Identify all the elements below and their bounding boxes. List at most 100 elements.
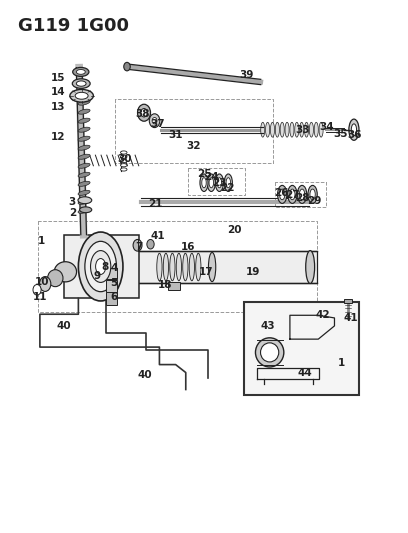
Ellipse shape xyxy=(48,270,63,287)
Ellipse shape xyxy=(306,251,315,284)
Text: 11: 11 xyxy=(33,292,47,302)
Text: 35: 35 xyxy=(334,129,348,139)
Ellipse shape xyxy=(209,177,213,188)
Ellipse shape xyxy=(95,259,106,274)
Ellipse shape xyxy=(78,154,90,159)
Circle shape xyxy=(149,114,160,127)
Text: 26: 26 xyxy=(275,188,289,198)
Ellipse shape xyxy=(54,262,77,282)
Ellipse shape xyxy=(261,122,265,137)
Text: 41: 41 xyxy=(150,231,165,241)
Ellipse shape xyxy=(189,253,195,281)
Text: 1: 1 xyxy=(337,358,345,368)
Text: 7: 7 xyxy=(135,242,143,252)
Ellipse shape xyxy=(271,122,275,137)
Text: 27: 27 xyxy=(285,190,299,200)
Bar xyxy=(106,268,117,279)
Ellipse shape xyxy=(78,118,90,123)
Ellipse shape xyxy=(78,127,90,132)
Ellipse shape xyxy=(78,208,90,213)
Ellipse shape xyxy=(275,122,279,137)
Ellipse shape xyxy=(75,92,88,99)
Text: 42: 42 xyxy=(315,310,330,320)
Text: 33: 33 xyxy=(295,125,309,135)
Ellipse shape xyxy=(261,343,279,362)
Ellipse shape xyxy=(351,124,357,135)
Ellipse shape xyxy=(196,253,201,281)
Text: 38: 38 xyxy=(135,109,150,119)
Ellipse shape xyxy=(202,177,206,188)
Text: 14: 14 xyxy=(51,86,65,96)
Ellipse shape xyxy=(76,81,86,86)
Text: 37: 37 xyxy=(150,119,165,130)
Ellipse shape xyxy=(85,241,116,292)
Text: 20: 20 xyxy=(227,225,242,236)
Ellipse shape xyxy=(226,177,231,188)
Bar xyxy=(106,280,117,292)
Ellipse shape xyxy=(224,174,233,191)
Text: 2: 2 xyxy=(69,208,76,219)
Ellipse shape xyxy=(279,189,285,200)
Text: 31: 31 xyxy=(169,130,183,140)
Text: 36: 36 xyxy=(348,130,362,140)
Ellipse shape xyxy=(91,251,111,282)
Ellipse shape xyxy=(215,174,224,191)
Text: 29: 29 xyxy=(307,196,322,206)
Ellipse shape xyxy=(78,172,90,177)
Ellipse shape xyxy=(208,253,216,281)
Ellipse shape xyxy=(163,253,169,281)
Ellipse shape xyxy=(314,122,318,137)
Ellipse shape xyxy=(297,185,307,204)
Text: 5: 5 xyxy=(111,278,118,288)
Ellipse shape xyxy=(285,122,289,137)
Ellipse shape xyxy=(319,122,323,137)
Text: 32: 32 xyxy=(186,141,201,151)
Ellipse shape xyxy=(304,122,308,137)
Text: 15: 15 xyxy=(51,73,65,83)
Circle shape xyxy=(133,239,142,251)
Text: 17: 17 xyxy=(199,267,213,277)
Text: 3: 3 xyxy=(69,197,76,207)
Ellipse shape xyxy=(207,174,215,191)
Text: 4: 4 xyxy=(110,263,118,273)
Ellipse shape xyxy=(266,122,270,137)
Text: 24: 24 xyxy=(204,172,219,182)
Bar xyxy=(64,235,139,298)
Ellipse shape xyxy=(120,151,127,154)
Text: 28: 28 xyxy=(295,192,310,203)
Ellipse shape xyxy=(295,122,299,137)
Text: 30: 30 xyxy=(118,155,132,164)
Text: 13: 13 xyxy=(51,102,65,112)
Ellipse shape xyxy=(80,207,92,213)
Ellipse shape xyxy=(288,185,297,204)
Text: 23: 23 xyxy=(212,177,227,188)
Text: 25: 25 xyxy=(197,169,211,179)
Bar xyxy=(244,302,359,395)
Ellipse shape xyxy=(120,159,127,163)
Text: 40: 40 xyxy=(57,321,71,331)
Ellipse shape xyxy=(308,185,317,204)
Text: 41: 41 xyxy=(344,313,358,323)
Ellipse shape xyxy=(120,155,127,158)
Text: 18: 18 xyxy=(158,280,173,290)
Ellipse shape xyxy=(183,253,188,281)
Text: 40: 40 xyxy=(138,370,153,380)
Ellipse shape xyxy=(76,69,85,74)
Ellipse shape xyxy=(78,145,90,150)
Ellipse shape xyxy=(157,253,162,281)
Ellipse shape xyxy=(78,163,90,168)
Ellipse shape xyxy=(290,122,294,137)
Circle shape xyxy=(137,104,151,121)
Bar xyxy=(106,293,117,305)
Ellipse shape xyxy=(78,100,90,105)
Ellipse shape xyxy=(280,122,284,137)
Bar xyxy=(344,299,352,303)
Ellipse shape xyxy=(217,177,222,188)
Bar xyxy=(137,251,317,284)
Text: 10: 10 xyxy=(35,277,49,287)
Ellipse shape xyxy=(78,190,90,195)
Ellipse shape xyxy=(170,253,175,281)
Ellipse shape xyxy=(277,185,287,204)
Text: 19: 19 xyxy=(246,267,260,277)
Ellipse shape xyxy=(78,136,90,141)
